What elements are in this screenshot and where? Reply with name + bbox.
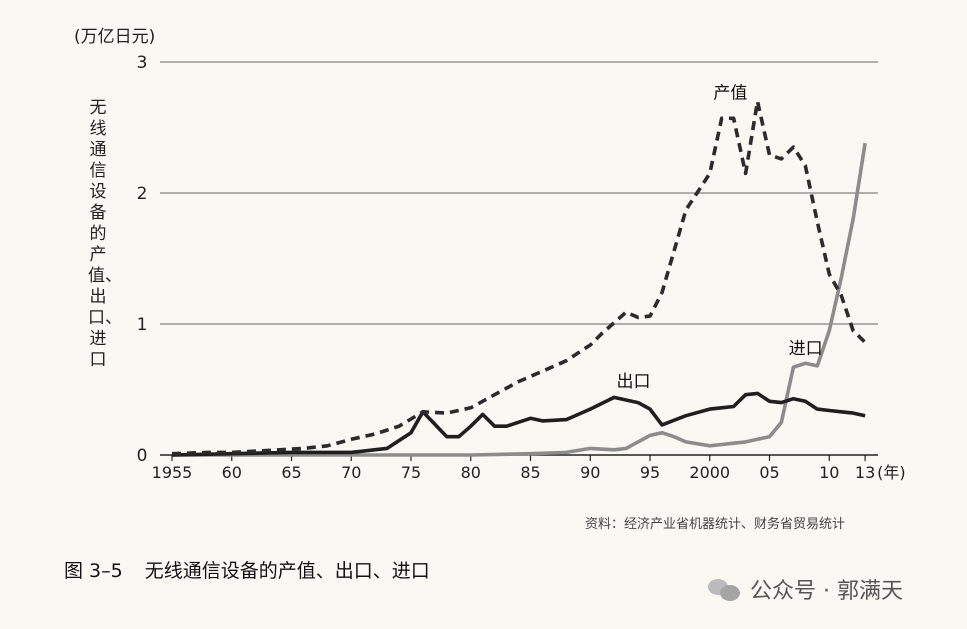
x-tick-label: 80 — [461, 463, 481, 482]
x-tick-label: 60 — [222, 463, 242, 482]
x-tick-label: 1955 — [152, 463, 193, 482]
series-line-production — [171, 99, 867, 456]
x-tick-label: 2000 — [689, 463, 730, 482]
y-tick-label: 2 — [137, 184, 148, 204]
watermark-text: 公众号 · 郭满天 — [750, 579, 903, 604]
caption-text: 无线通信设备的产值、出口、进口 — [144, 560, 430, 582]
y-axis-title: 无线通信设备的产值、出口、进口 — [88, 98, 122, 370]
figure-caption: 图 3–5 无线通信设备的产值、出口、进口 — [64, 556, 430, 583]
x-tick-label: 05 — [759, 463, 779, 482]
x-tick-label: 10 — [819, 463, 839, 482]
annotation-production: 产值 — [713, 84, 747, 104]
x-axis-unit: (年) — [877, 463, 906, 482]
series-lines — [171, 99, 867, 457]
x-tick-label: 85 — [520, 463, 540, 482]
x-tick-label: 13 — [855, 463, 875, 482]
x-tick-label: 95 — [640, 463, 660, 482]
series-line-imports — [172, 142, 867, 457]
annotation-imports: 进口 — [789, 339, 823, 359]
x-tick-label: 90 — [580, 463, 600, 482]
gridlines — [160, 61, 878, 325]
wechat-icon — [708, 577, 742, 601]
x-tick-labels: 1955 60 65 70 75 80 85 90 95 2000 05 10 13 (年) — [152, 463, 906, 482]
y-tick-label: 3 — [137, 53, 148, 73]
x-tick-label: 70 — [341, 463, 361, 482]
series-line-exports — [171, 391, 866, 457]
watermark: 公众号 · 郭满天 — [708, 573, 903, 605]
y-tick-labels: 0 1 2 3 — [137, 53, 148, 466]
annotation-exports: 出口 — [617, 372, 651, 392]
x-tick-label: 65 — [281, 463, 301, 482]
caption-number: 图 3–5 — [64, 560, 123, 582]
x-tick-label: 75 — [401, 463, 421, 482]
y-tick-label: 0 — [137, 446, 148, 466]
unit-label: (万亿日元) — [74, 27, 156, 47]
y-tick-label: 1 — [137, 315, 148, 335]
source-note: 资料：经济产业省机器统计、财务省贸易统计 — [585, 517, 846, 532]
